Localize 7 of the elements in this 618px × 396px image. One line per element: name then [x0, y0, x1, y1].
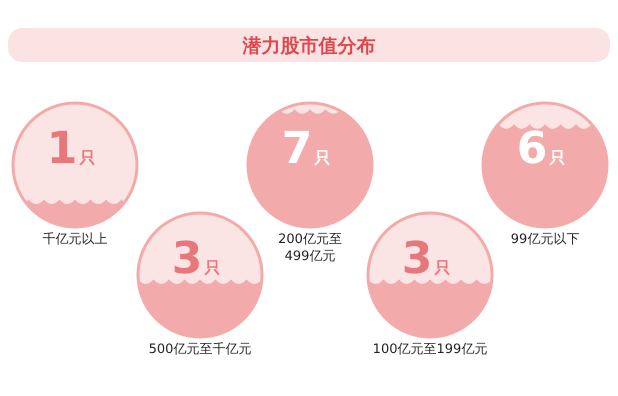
category-label: 200亿元至 499亿元 — [278, 232, 342, 264]
category-label: 千亿元以上 — [42, 232, 108, 247]
category-label: 100亿元至199亿元 — [372, 342, 488, 357]
text: 潜力股市值分布 — [242, 35, 376, 57]
category-label: 500亿元至千亿元 — [148, 342, 252, 357]
category-label: 99亿元以下 — [510, 232, 580, 247]
data-label: 6只 — [516, 123, 566, 174]
